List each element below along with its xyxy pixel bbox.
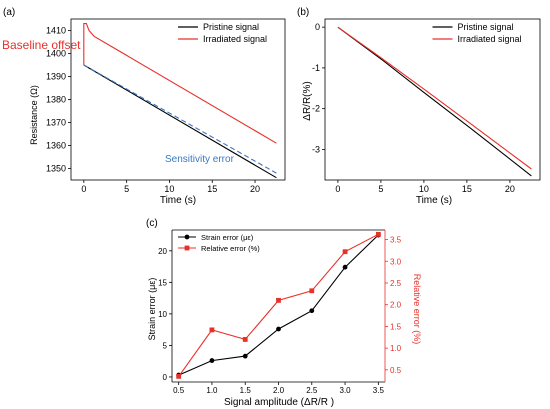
series-line-reference-2 [83,64,277,174]
legend-entry: Pristine signal [203,22,259,32]
legend-entry: Strain error (με) [201,233,254,242]
panel-b-label: (b) [297,7,309,18]
x-tick-label: 10 [164,184,174,194]
left-y-tick-label: 20 [158,247,167,256]
legend-entry: Relative error (%) [201,244,260,253]
y-tick-label: -1 [312,63,320,73]
panel-b: (b) 0 5 10 15 20 -3 -2 -1 0 Pristine signal Irradi… [297,7,541,206]
panel-b-y-axis-label: ΔR/R(%) [302,81,313,120]
x-tick-label: 0.5 [173,386,185,395]
left-y-tick-label: 15 [158,278,167,287]
legend-entry: Irradiated signal [203,34,267,44]
y-tick-label: 1390 [46,72,66,82]
x-tick-label: 0 [81,184,86,194]
relative-error-point [276,297,281,303]
panel-a-label: (a) [3,7,15,18]
x-tick-label: 15 [207,184,217,194]
legend-marker [184,234,190,240]
strain-error-point [242,353,248,359]
y-tick-label: -3 [312,144,320,154]
series-line-strain-error [178,234,379,376]
panel-c-left-y-axis-label: Strain error (με) [147,278,157,341]
y-tick-label: 1370 [46,118,66,128]
right-y-tick-label: 3.0 [390,257,402,266]
x-tick-label: 1.5 [240,386,252,395]
baseline-offset-annotation: Baseline offset [2,38,81,52]
sensitivity-error-annotation: Sensitivity error [165,154,235,165]
relative-error-point [309,288,315,294]
panel-b-plot: 0 5 10 15 20 -3 -2 -1 0 Pristine signal Irradiated… [312,18,541,194]
series-line-relative-error [178,233,379,377]
strain-error-point [342,264,348,270]
x-tick-label: 20 [505,184,515,194]
legend-marker [184,245,190,251]
panel-c-right-y-axis-label: Relative error (%) [412,274,422,345]
y-tick-label: 1410 [46,26,66,36]
right-y-tick-label: 2.5 [390,279,402,288]
y-tick-label: 0 [315,22,320,32]
relative-error-point [176,373,182,379]
x-tick-label: 5 [378,184,383,194]
panel-a-plot: 0 5 10 15 20 1350 1360 1370 1380 1390 1400 1410 Pris… [46,18,286,194]
strain-error-point [276,326,281,332]
y-tick-label: 1400 [46,49,66,59]
series-line-irradiated-signal [83,23,277,144]
left-y-tick-label: 0 [163,373,168,382]
right-y-tick-label: 3.5 [390,236,402,245]
x-tick-label: 1.0 [206,386,218,395]
y-tick-label: 1360 [46,141,66,151]
right-y-tick-label: 2.0 [390,301,402,310]
panel-c: (c) 0.5 1.0 1.5 2.0 2.5 3.0 3.5 0 5 10 15 20 0.5 1.0 1… [146,218,422,408]
x-tick-label: 20 [250,184,260,194]
legend-entry: Pristine signal [458,22,514,32]
legend-entry: Irradiated signal [458,34,522,44]
series-line-pristine-signal [83,64,277,179]
relative-error-point [375,231,381,237]
x-tick-label: 3.5 [373,386,385,395]
panel-c-x-axis-label: Signal amplitude (ΔR/R ) [224,397,334,408]
strain-error-point [209,358,215,363]
right-y-tick-label: 1.5 [390,322,402,331]
left-y-tick-label: 10 [158,310,167,319]
x-tick-label: 3.0 [340,386,352,395]
panel-a: (a) 0 5 10 15 20 1350 1360 1370 1380 1390 1400 1410… [2,7,286,206]
relative-error-point [242,337,248,342]
series-line-pristine-signal [337,26,532,177]
panel-c-label: (c) [146,218,158,229]
x-tick-label: 2.0 [273,386,285,395]
panel-a-y-axis-label: Resistance (Ω) [29,85,39,145]
x-tick-label: 5 [124,184,129,194]
relative-error-point [342,249,348,255]
right-y-tick-label: 1.0 [390,344,402,353]
y-tick-label: 1380 [46,95,66,105]
x-tick-label: 15 [462,184,472,194]
strain-error-point [309,308,315,314]
x-tick-label: 0 [335,184,340,194]
plot-frame [324,18,541,181]
relative-error-point [209,327,215,333]
panel-c-plot: 0.5 1.0 1.5 2.0 2.5 3.0 3.5 0 5 10 15 20 0.5 1.0 1.5 2.… [158,229,402,395]
series-line-irradiated-signal [337,26,532,170]
panel-a-x-axis-label: Time (s) [160,195,196,206]
y-tick-label: -2 [312,104,320,114]
left-y-tick-label: 5 [163,341,168,350]
x-tick-label: 10 [419,184,429,194]
right-y-tick-label: 0.5 [390,366,402,375]
panel-b-x-axis-label: Time (s) [416,195,452,206]
y-tick-label: 1350 [46,164,66,174]
x-tick-label: 2.5 [306,386,318,395]
